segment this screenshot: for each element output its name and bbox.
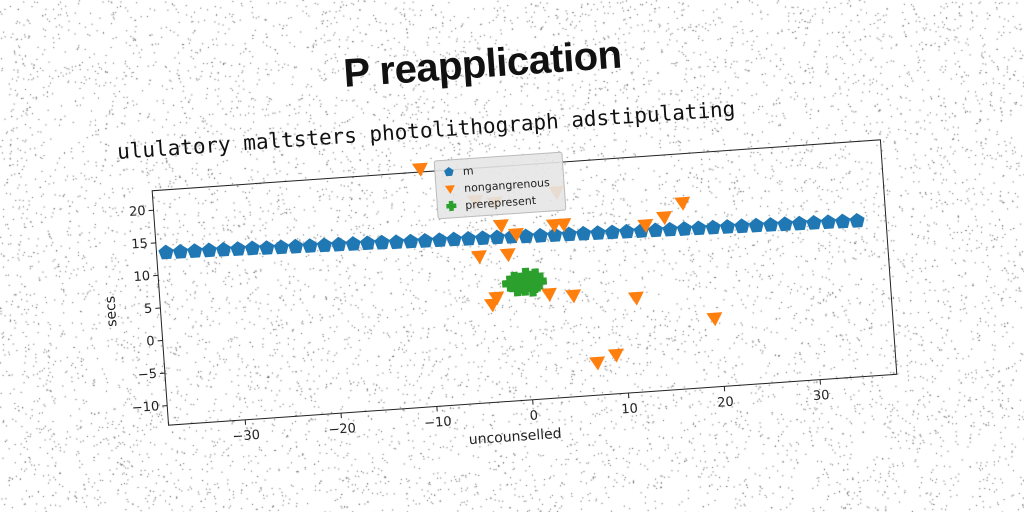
data-point-m <box>705 219 721 235</box>
data-point-m <box>460 231 476 246</box>
data-point-m <box>835 213 851 229</box>
data-point-m <box>691 220 707 236</box>
x-tick-label: −30 <box>232 428 260 445</box>
data-point-nongangrenous <box>706 312 723 327</box>
x-tick-label: −10 <box>424 414 452 431</box>
data-point-m <box>777 216 793 232</box>
data-point-m <box>230 241 246 257</box>
data-point-m <box>316 237 332 253</box>
data-point-nongangrenous <box>565 289 582 304</box>
y-tick-label: 20 <box>129 204 147 220</box>
data-point-m <box>403 233 419 248</box>
data-point-m <box>302 238 318 253</box>
x-tick-label: 10 <box>621 401 639 417</box>
data-point-nongangrenous <box>500 248 517 263</box>
data-point-nongangrenous <box>628 291 645 306</box>
data-point-nongangrenous <box>541 288 558 303</box>
data-point-m <box>532 227 548 243</box>
data-point-m <box>849 212 865 228</box>
y-tick-label: 0 <box>146 334 155 350</box>
x-tick-label: 0 <box>529 408 538 424</box>
data-point-m <box>345 236 361 252</box>
data-point-m <box>244 240 260 256</box>
data-point-m <box>748 217 764 233</box>
data-point-m <box>791 215 807 231</box>
data-point-m <box>259 240 275 255</box>
data-point-m <box>172 243 188 259</box>
data-point-m <box>158 244 174 259</box>
data-point-m <box>446 231 462 247</box>
data-point-m <box>604 224 620 239</box>
data-point-nongangrenous <box>412 163 429 178</box>
data-point-m <box>475 230 491 246</box>
data-point-m <box>820 214 836 229</box>
plot-group: −30 −20 −10 0 10 20 30 −10 −5 0 5 10 15 20 uncounselle… <box>95 130 900 473</box>
legend-label: m <box>462 164 474 178</box>
data-point-m <box>273 239 289 255</box>
data-point-m <box>619 223 635 239</box>
data-point-m <box>489 229 505 245</box>
data-point-m <box>331 236 347 252</box>
data-point-m <box>431 232 447 248</box>
x-axis-label: uncounselled <box>468 426 562 448</box>
y-tick-label: 10 <box>133 269 151 285</box>
data-point-m <box>676 221 692 237</box>
x-tick-label: −20 <box>328 421 356 438</box>
data-point-m <box>575 225 591 241</box>
y-tick-label: 5 <box>144 302 153 318</box>
data-point-nongangrenous <box>608 348 625 363</box>
data-point-m <box>719 219 735 234</box>
data-point-m <box>417 233 433 249</box>
data-point-m <box>763 217 779 232</box>
data-point-m <box>187 243 203 259</box>
data-point-nongangrenous <box>674 197 691 212</box>
data-point-nongangrenous <box>589 356 606 371</box>
data-point-nongangrenous <box>471 250 488 265</box>
y-tick-label: −10 <box>131 399 159 416</box>
data-point-m <box>734 218 750 234</box>
data-point-m <box>590 225 606 241</box>
data-point-m <box>360 235 376 250</box>
data-point-m <box>216 241 232 256</box>
data-point-m <box>388 234 404 250</box>
x-tick-label: 20 <box>717 395 735 411</box>
data-point-m <box>288 238 304 254</box>
y-axis-label: secs <box>102 295 120 327</box>
data-point-m <box>201 242 217 258</box>
y-tick-label: 15 <box>131 236 149 252</box>
data-point-m <box>806 214 822 230</box>
x-tick-label: 30 <box>813 388 831 404</box>
data-point-m <box>374 234 390 250</box>
y-tick-label: −5 <box>137 367 157 383</box>
